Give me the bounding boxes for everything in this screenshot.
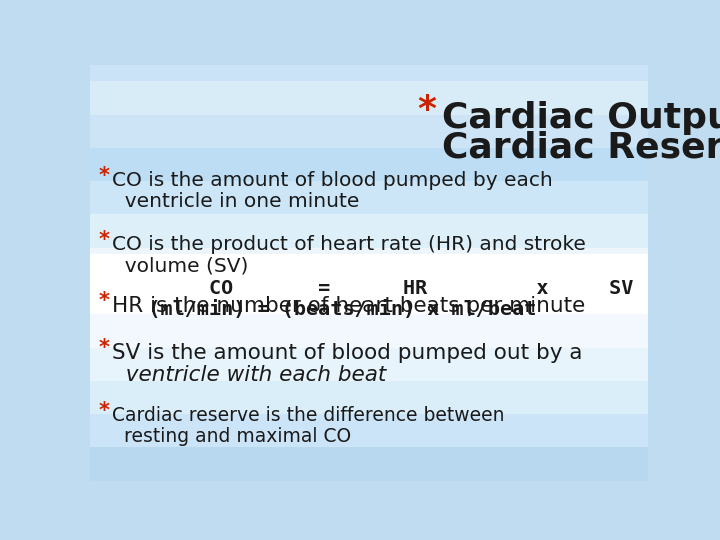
Text: ventricle in one minute: ventricle in one minute (112, 192, 360, 212)
Bar (90, 414, 648, 447)
Bar (90, 65, 648, 82)
Text: *: * (99, 166, 109, 186)
Bar (90, 281, 648, 314)
Text: CO is the amount of blood pumped by each: CO is the amount of blood pumped by each (112, 171, 553, 190)
Bar (90, 214, 648, 248)
Text: *: * (417, 93, 436, 127)
Bar (90, 447, 648, 481)
Text: resting and maximal CO: resting and maximal CO (112, 427, 351, 447)
Text: volume (SV): volume (SV) (112, 257, 248, 276)
Text: (ml/min) = (beats/min) x ml/beat: (ml/min) = (beats/min) x ml/beat (112, 300, 536, 319)
Bar (90, 82, 648, 114)
Text: *: * (99, 230, 109, 250)
Bar (90, 181, 648, 214)
Bar (90, 148, 648, 181)
Bar (90, 314, 648, 348)
Text: Cardiac Output (CO) and: Cardiac Output (CO) and (441, 102, 720, 136)
Text: *: * (99, 401, 109, 421)
Text: Cardiac Reserve: Cardiac Reserve (441, 131, 720, 165)
Bar (90, 254, 648, 300)
Bar (90, 248, 648, 281)
Text: ventricle with each beat: ventricle with each beat (112, 365, 387, 385)
Text: *: * (99, 291, 109, 310)
Text: Cardiac reserve is the difference between: Cardiac reserve is the difference betwee… (112, 406, 505, 425)
Bar (90, 381, 648, 414)
Text: HR is the number of heart beats per minute: HR is the number of heart beats per minu… (112, 295, 585, 315)
Text: CO       =      HR         x     SV: CO = HR x SV (112, 279, 634, 298)
Text: *: * (99, 339, 109, 359)
Text: SV is the amount of blood pumped out by a: SV is the amount of blood pumped out by … (112, 343, 582, 363)
Bar (90, 348, 648, 381)
Text: CO is the product of heart rate (HR) and stroke: CO is the product of heart rate (HR) and… (112, 235, 586, 254)
Bar (90, 114, 648, 148)
